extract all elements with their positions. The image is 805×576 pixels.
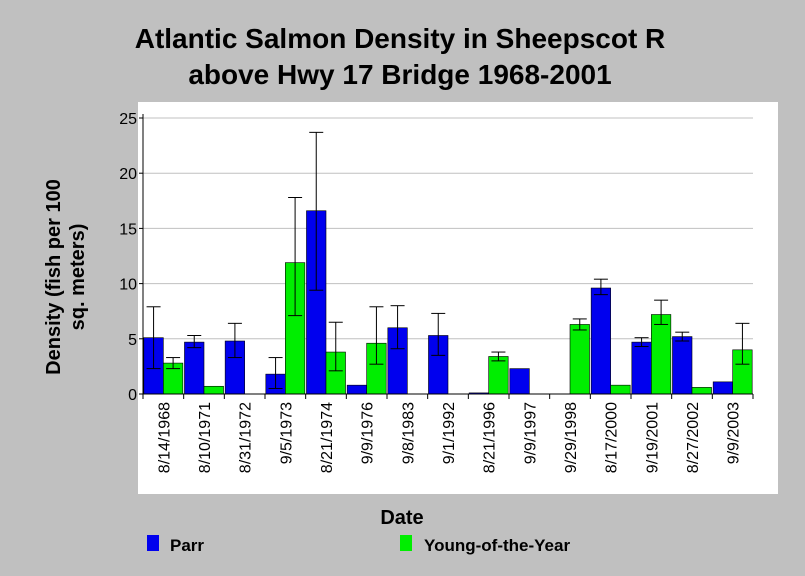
- x-tick-label: 8/21/1996: [482, 402, 499, 473]
- bars: [143, 210, 753, 395]
- x-tick-label: 8/21/1974: [319, 402, 336, 473]
- legend-label-parr: Parr: [170, 536, 204, 555]
- legend-swatch-young-of-the-year: [400, 535, 412, 551]
- y-axis-ticks: 0 5 10 15 20 25: [119, 111, 753, 404]
- error-bars: [146, 131, 750, 389]
- y-tick-label: 10: [119, 277, 137, 294]
- x-tick-label: 9/9/1997: [522, 402, 539, 464]
- chart-subtitle: above Hwy 17 Bridge 1968-2001: [188, 59, 611, 90]
- x-tick-label: 9/9/1976: [360, 402, 377, 464]
- bar-young-of-the-year: [691, 387, 712, 395]
- bar-parr: [346, 384, 367, 395]
- legend: Parr Young-of-the-Year: [147, 535, 570, 555]
- y-tick-label: 0: [128, 387, 137, 404]
- legend-label-young-of-the-year: Young-of-the-Year: [424, 536, 570, 555]
- bar-parr: [184, 341, 205, 395]
- x-tick-label: 9/29/1998: [563, 402, 580, 473]
- x-tick-label: 9/1/1992: [441, 402, 458, 464]
- chart-title: Atlantic Salmon Density in Sheepscot R: [135, 23, 666, 54]
- bar-parr: [712, 381, 733, 395]
- y-tick-label: 5: [128, 332, 137, 349]
- bar-parr: [590, 287, 611, 395]
- x-axis-ticks: 8/14/1968 8/10/1971 8/31/1972 9/5/1973 8/21/…: [142, 394, 754, 473]
- bar-parr: [672, 336, 693, 395]
- bar-young-of-the-year: [488, 356, 509, 395]
- y-tick-label: 15: [119, 221, 137, 238]
- y-axis-title: Density (fish per 100 sq. meters): [43, 179, 89, 375]
- bar-young-of-the-year: [203, 385, 224, 395]
- x-tick-label: 8/27/2002: [685, 402, 702, 473]
- plot-area: [138, 102, 778, 494]
- x-tick-label: 9/5/1973: [278, 402, 295, 464]
- x-tick-label: 8/14/1968: [156, 402, 173, 473]
- x-tick-label: 9/8/1983: [400, 402, 417, 464]
- bar-young-of-the-year: [569, 324, 590, 395]
- x-tick-label: 8/17/2000: [604, 402, 621, 473]
- x-tick-label: 8/10/1971: [197, 402, 214, 473]
- y-axis-title-line-1: Density (fish per 100: [43, 179, 65, 375]
- y-tick-label: 25: [119, 111, 137, 128]
- bar-parr: [631, 341, 652, 395]
- x-tick-label: 9/19/2001: [644, 402, 661, 473]
- y-tick-label: 20: [119, 166, 137, 183]
- y-axis-title-line-2: sq. meters): [67, 224, 89, 331]
- x-tick-label: 9/9/2003: [726, 402, 743, 464]
- bar-young-of-the-year: [651, 314, 672, 395]
- x-axis-title: Date: [380, 507, 423, 529]
- bar-young-of-the-year: [610, 384, 631, 395]
- legend-swatch-parr: [147, 535, 159, 551]
- x-tick-label: 8/31/1972: [238, 402, 255, 473]
- bar-parr: [509, 368, 530, 395]
